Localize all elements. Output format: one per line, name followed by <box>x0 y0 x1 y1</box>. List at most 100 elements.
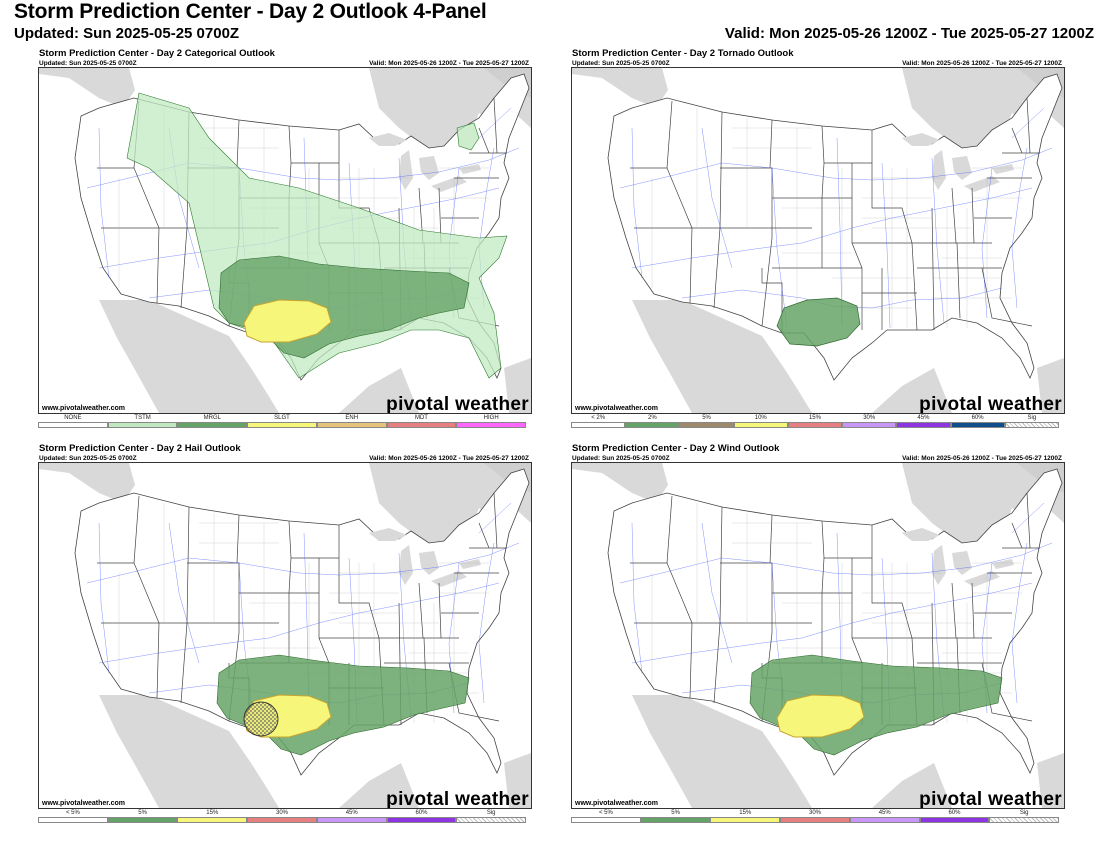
legend-label: HIGH <box>483 415 499 421</box>
legend-label: 60% <box>971 415 984 421</box>
legend-item: 15% <box>710 810 781 823</box>
panel-updated: Updated: Sun 2025-05-25 0700Z <box>39 60 137 67</box>
legend-label: Sig <box>486 810 496 816</box>
legend-swatch <box>456 817 527 823</box>
legend-item: 30% <box>842 415 897 428</box>
legend-swatch <box>177 422 248 428</box>
legend-item: 5% <box>679 415 734 428</box>
legend-item: Sig <box>989 810 1060 823</box>
legend-swatch <box>950 422 1005 428</box>
legend-label: 15% <box>739 810 752 816</box>
legend-item: 15% <box>177 810 248 823</box>
legend-item: 45% <box>896 415 951 428</box>
legend-label: 45% <box>878 810 891 816</box>
credit-text: www.pivotalweather.com <box>42 405 125 412</box>
legend-label: 2% <box>647 415 657 421</box>
brand-logo: pivotal weather <box>919 394 1062 414</box>
legend-swatch <box>386 817 457 823</box>
legend: < 5% 5% 15% 30% 45% 60% Sig <box>38 810 527 823</box>
hail-sig-area <box>243 701 279 737</box>
legend: NONE TSTM MRGL SLGT ENH MDT HIGH <box>38 415 527 428</box>
legend-swatch <box>842 422 897 428</box>
legend-item: MRGL <box>177 415 248 428</box>
legend-swatch <box>571 817 641 823</box>
legend-label: TSTM <box>134 415 151 421</box>
brand-logo: pivotal weather <box>386 789 529 809</box>
legend-swatch <box>625 422 680 428</box>
legend-label: 60% <box>415 810 428 816</box>
legend-swatch <box>896 422 951 428</box>
panel-valid: Valid: Mon 2025-05-26 1200Z - Tue 2025-0… <box>369 60 529 67</box>
legend-item: Sig <box>1004 415 1059 428</box>
legend-item: MDT <box>386 415 457 428</box>
legend-item: NONE <box>38 415 108 428</box>
legend-swatch <box>780 817 850 823</box>
legend-label: MDT <box>414 415 428 421</box>
legend-label: < 5% <box>598 810 613 816</box>
panel-hail: Storm Prediction Center - Day 2 Hail Out… <box>35 443 532 837</box>
legend-label: < 2% <box>591 415 606 421</box>
legend-label: 5% <box>702 415 711 421</box>
legend-item: 5% <box>640 810 711 823</box>
legend-label: 5% <box>138 810 147 816</box>
legend-label: 15% <box>206 810 219 816</box>
legend-swatch <box>456 422 527 428</box>
panel-valid: Valid: Mon 2025-05-26 1200Z - Tue 2025-0… <box>369 455 529 462</box>
legend-swatch <box>247 817 317 823</box>
legend-swatch <box>386 422 457 428</box>
legend-item: 45% <box>316 810 387 823</box>
legend-item: HIGH <box>456 415 527 428</box>
legend-swatch <box>177 817 248 823</box>
legend-label: 30% <box>863 415 876 421</box>
main-valid: Valid: Mon 2025-05-26 1200Z - Tue 2025-0… <box>724 25 1094 42</box>
legend-label: 30% <box>809 810 822 816</box>
main-updated: Updated: Sun 2025-05-25 0700Z <box>14 25 240 42</box>
outlook-map: www.pivotalweather.com pivotal weather <box>38 67 532 414</box>
outlook-map: www.pivotalweather.com pivotal weather <box>571 67 1065 414</box>
legend-swatch <box>38 817 108 823</box>
legend-label: SLGT <box>274 415 290 421</box>
legend-item: ENH <box>316 415 387 428</box>
legend-item: 60% <box>950 415 1005 428</box>
legend-label: 30% <box>276 810 289 816</box>
legend-swatch <box>787 422 843 428</box>
legend-swatch <box>640 817 711 823</box>
wind-15pct-area <box>776 694 865 738</box>
legend-item: 2% <box>625 415 680 428</box>
legend-item: Sig <box>456 810 527 823</box>
legend-item: SLGT <box>247 415 317 428</box>
legend-swatch <box>247 422 317 428</box>
panel-title: Storm Prediction Center - Day 2 Wind Out… <box>572 443 780 454</box>
legend-item: 30% <box>247 810 317 823</box>
legend-label: 45% <box>917 415 930 421</box>
legend-swatch <box>679 422 734 428</box>
panel-tornado: Storm Prediction Center - Day 2 Tornado … <box>568 48 1065 442</box>
legend-swatch <box>849 817 920 823</box>
panel-wind: Storm Prediction Center - Day 2 Wind Out… <box>568 443 1065 837</box>
legend-swatch <box>107 817 178 823</box>
panel-updated: Updated: Sun 2025-05-25 0700Z <box>572 455 670 462</box>
legend-item: 10% <box>733 415 788 428</box>
legend: < 5% 5% 15% 30% 45% 60% Sig <box>571 810 1060 823</box>
legend-swatch <box>571 422 626 428</box>
legend-item: 60% <box>386 810 457 823</box>
legend-item: 5% <box>107 810 178 823</box>
legend-swatch <box>316 422 387 428</box>
legend-swatch <box>38 422 108 428</box>
legend-item: < 5% <box>571 810 641 823</box>
legend-swatch <box>107 422 178 428</box>
legend-item: 15% <box>787 415 843 428</box>
legend-label: 5% <box>671 810 680 816</box>
legend-item: TSTM <box>107 415 178 428</box>
legend-item: 30% <box>780 810 850 823</box>
legend-label: ENH <box>345 415 359 421</box>
panel-valid: Valid: Mon 2025-05-26 1200Z - Tue 2025-0… <box>902 60 1062 67</box>
legend-item: 60% <box>919 810 990 823</box>
legend-item: < 2% <box>571 415 626 428</box>
legend-label: NONE <box>64 415 82 421</box>
panel-valid: Valid: Mon 2025-05-26 1200Z - Tue 2025-0… <box>902 455 1062 462</box>
legend-label: < 5% <box>65 810 80 816</box>
legend-label: 60% <box>948 810 961 816</box>
legend-label: 45% <box>345 810 358 816</box>
outlook-map: www.pivotalweather.com pivotal weather <box>571 462 1065 809</box>
